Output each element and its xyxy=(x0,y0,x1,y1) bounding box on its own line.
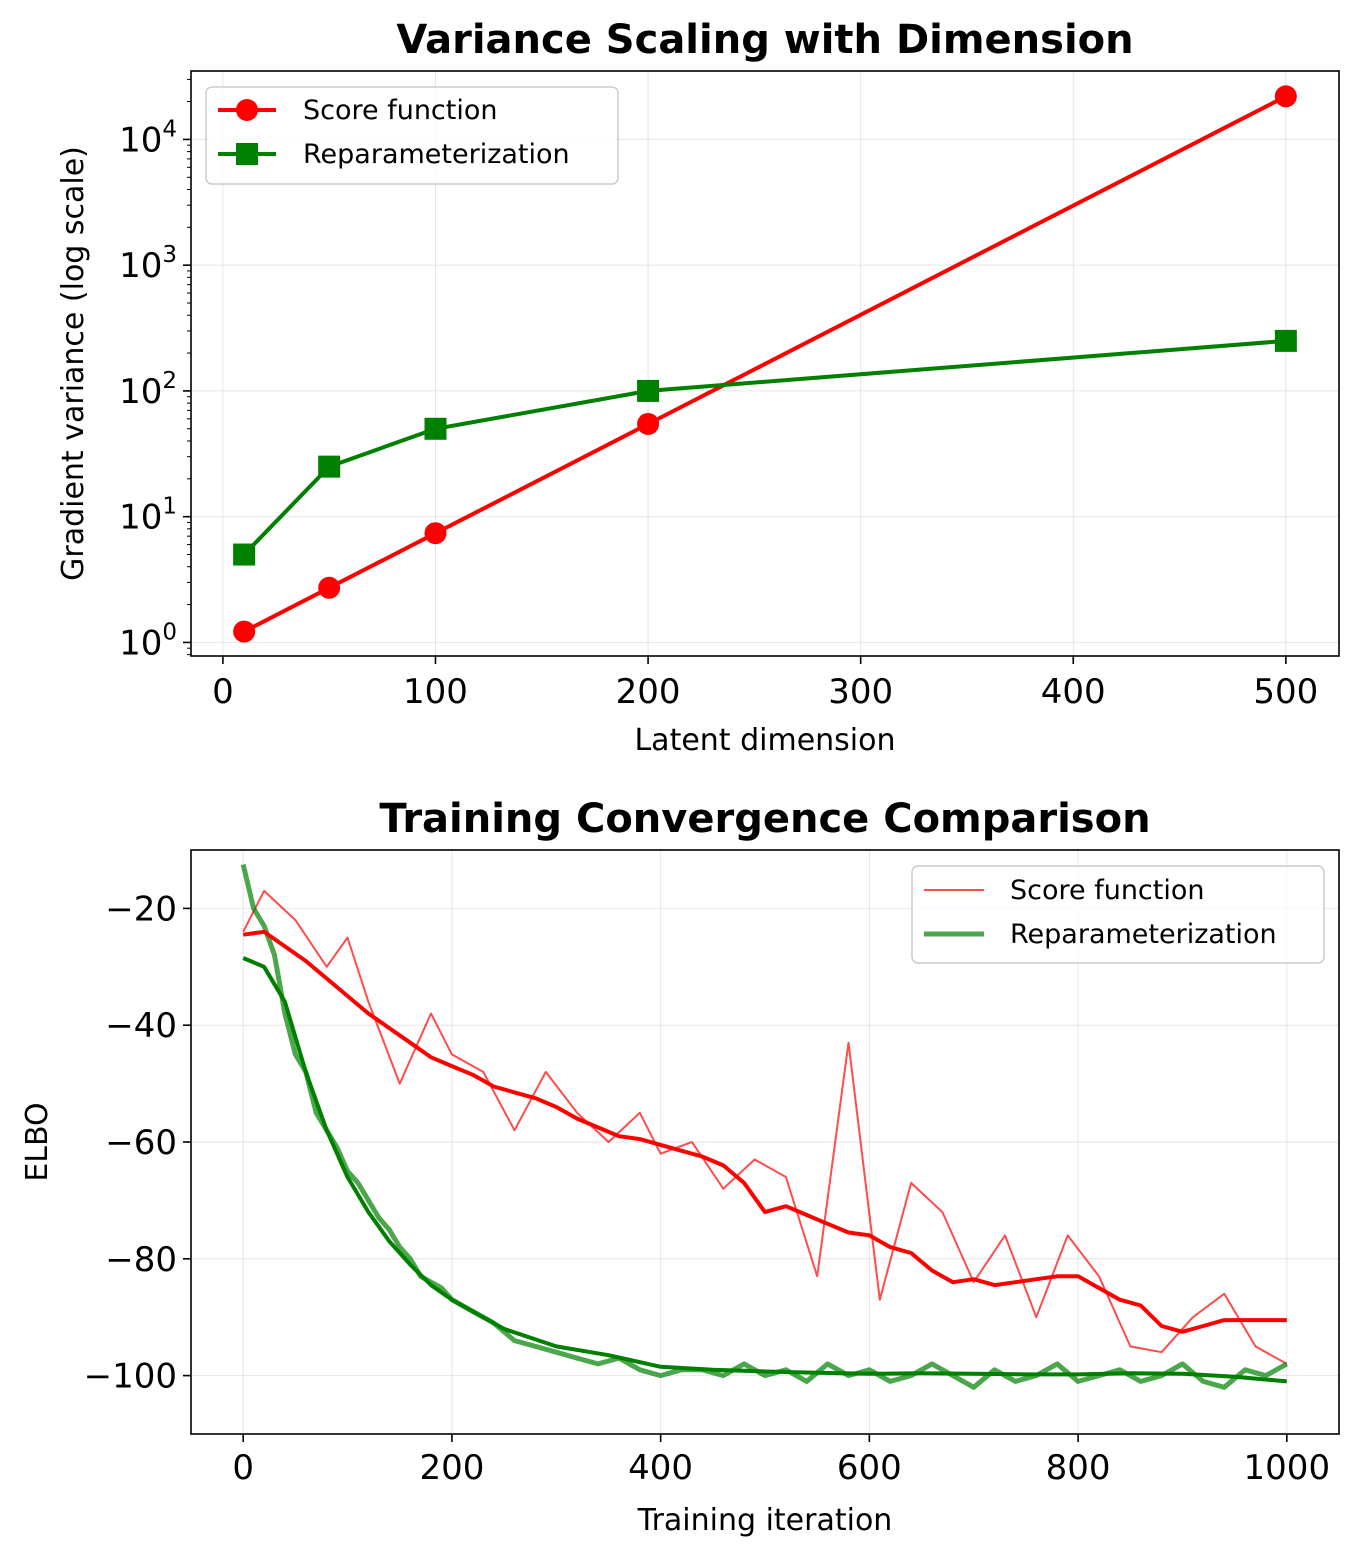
data-point-square xyxy=(233,543,256,566)
x-tick-label: 200 xyxy=(616,672,681,712)
plot-area xyxy=(240,864,1289,1390)
data-point-square xyxy=(424,417,447,440)
chart-title: Variance Scaling with Dimension xyxy=(396,17,1133,63)
plot-frame xyxy=(190,70,1340,657)
data-point-square xyxy=(318,455,341,478)
variance-scaling-chart: 0 100 200 300 400 500100101102103104Variance … xyxy=(56,17,1340,758)
y-tick-exponent: 2 xyxy=(162,368,177,394)
x-tick-label: 300 xyxy=(828,672,893,712)
data-point-circle xyxy=(1274,85,1297,108)
data-point-square xyxy=(637,379,660,402)
y-tick-label: −60 xyxy=(105,1123,177,1163)
x-tick-label: 100 xyxy=(403,672,468,712)
y-tick-label: 104 xyxy=(119,116,177,160)
y-tick-exponent: 1 xyxy=(162,494,177,520)
x-tick-label: 400 xyxy=(628,1448,693,1488)
y-tick-label: 103 xyxy=(119,242,177,286)
data-point-square xyxy=(1274,329,1297,352)
y-tick-base: 10 xyxy=(119,372,162,412)
y-tick-base: 10 xyxy=(119,246,162,286)
chart-title: Training Convergence Comparison xyxy=(379,796,1150,842)
x-tick-label: 500 xyxy=(1253,672,1318,712)
x-axis-label: Latent dimension xyxy=(634,723,895,758)
legend-box xyxy=(205,86,619,185)
x-axis-label: Training iteration xyxy=(637,1503,893,1538)
y-axis-label: Gradient variance (log scale) xyxy=(56,146,91,581)
raw-series-line xyxy=(240,864,1289,1390)
y-tick-base: 10 xyxy=(119,623,162,663)
data-point-circle xyxy=(318,576,341,599)
data-point-circle xyxy=(424,522,447,545)
data-point-circle xyxy=(637,412,660,435)
x-tick-label: 600 xyxy=(837,1448,902,1488)
y-tick-base: 10 xyxy=(119,498,162,538)
y-tick-exponent: 0 xyxy=(162,619,177,645)
y-tick-label: −20 xyxy=(105,889,177,929)
training-convergence-chart: 0 200 400 600 800 1000 −20 −40 −60 −80 −100 Trainin… xyxy=(20,796,1340,1538)
legend-marker-circle xyxy=(236,99,258,121)
legend: Score function Reparameterization xyxy=(205,86,619,185)
x-tick-label: 200 xyxy=(419,1448,484,1488)
smoothed-series-line xyxy=(242,929,1287,1334)
legend-label: Reparameterization xyxy=(303,139,570,170)
y-axis-label: ELBO xyxy=(20,1102,55,1181)
y-tick-base: 10 xyxy=(119,120,162,160)
y-tick-label: 101 xyxy=(119,494,177,538)
y-tick-label: 100 xyxy=(119,619,177,663)
x-tick-label: 0 xyxy=(232,1448,254,1488)
legend-label: Score function xyxy=(303,95,498,126)
smoothed-series-line xyxy=(242,956,1287,1384)
plot-frame xyxy=(190,849,1340,1435)
legend-label: Score function xyxy=(1010,875,1205,906)
x-tick-label: 400 xyxy=(1041,672,1106,712)
y-tick-label: −100 xyxy=(84,1357,177,1397)
data-point-circle xyxy=(233,620,256,643)
x-tick-label: 0 xyxy=(212,672,234,712)
raw-series-line xyxy=(242,889,1288,1365)
y-tick-exponent: 3 xyxy=(162,242,177,268)
legend-box xyxy=(911,865,1325,964)
y-tick-label: −40 xyxy=(105,1006,177,1046)
y-tick-exponent: 4 xyxy=(162,116,177,142)
legend-marker-square xyxy=(236,143,258,165)
y-tick-label: 102 xyxy=(119,368,177,412)
x-tick-label: 800 xyxy=(1046,1448,1111,1488)
x-tick-label: 1000 xyxy=(1244,1448,1331,1488)
legend: Score function Reparameterization xyxy=(911,865,1325,964)
y-tick-label: −80 xyxy=(105,1240,177,1280)
legend-label: Reparameterization xyxy=(1010,919,1277,950)
